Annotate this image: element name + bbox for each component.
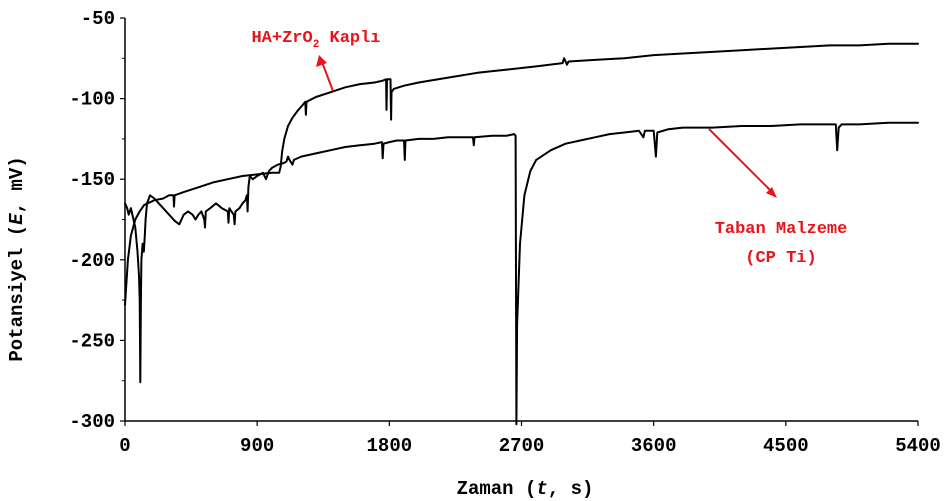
y-tick-label: -300 xyxy=(69,411,115,433)
x-tick-label: 900 xyxy=(240,435,274,457)
annotation-cp-ti-label-line-1: Taban Malzeme xyxy=(715,220,848,239)
tick-labels: 0 900 1800 2700 3600 4500 5400 -50 -100 -150 -200 -… xyxy=(69,8,940,457)
plot-frame xyxy=(120,17,919,426)
y-tick-label: -150 xyxy=(69,169,115,191)
y-tick-label: -100 xyxy=(69,89,115,111)
annotation-ha-zro2-label: HA+ZrO2 Kaplı xyxy=(251,29,380,51)
y-tick-label: -250 xyxy=(69,330,115,352)
x-tick-label: 2700 xyxy=(499,435,545,457)
x-axis-title: Zaman (t, s) xyxy=(457,478,594,500)
annotation-ha-zro2-arrow-line xyxy=(321,61,334,92)
x-tick-label: 5400 xyxy=(895,435,941,457)
y-tick-label: -50 xyxy=(81,8,115,30)
annotation-ha-zro2-arrowhead xyxy=(316,55,327,67)
annotation-ha-zro2: HA+ZrO2 Kaplı xyxy=(251,29,381,92)
x-tick-label: 4500 xyxy=(763,435,809,457)
x-tick-label: 0 xyxy=(119,435,130,457)
series-line-cp-ti xyxy=(124,121,919,426)
y-tick-label: -200 xyxy=(69,250,115,272)
annotation-cp-ti: Taban Malzeme (CP Ti) xyxy=(708,128,848,268)
annotation-cp-ti-arrow-line xyxy=(708,128,772,192)
x-tick-label: 1800 xyxy=(367,435,413,457)
series-layer xyxy=(124,42,919,426)
series-line-ha-zro2 xyxy=(124,42,919,306)
annotation-cp-ti-label-line-2: (CP Ti) xyxy=(745,249,816,268)
annotation-cp-ti-arrowhead xyxy=(766,187,777,198)
y-axis-title: Potansiyel (E, mV) xyxy=(6,156,28,361)
x-tick-label: 3600 xyxy=(631,435,677,457)
